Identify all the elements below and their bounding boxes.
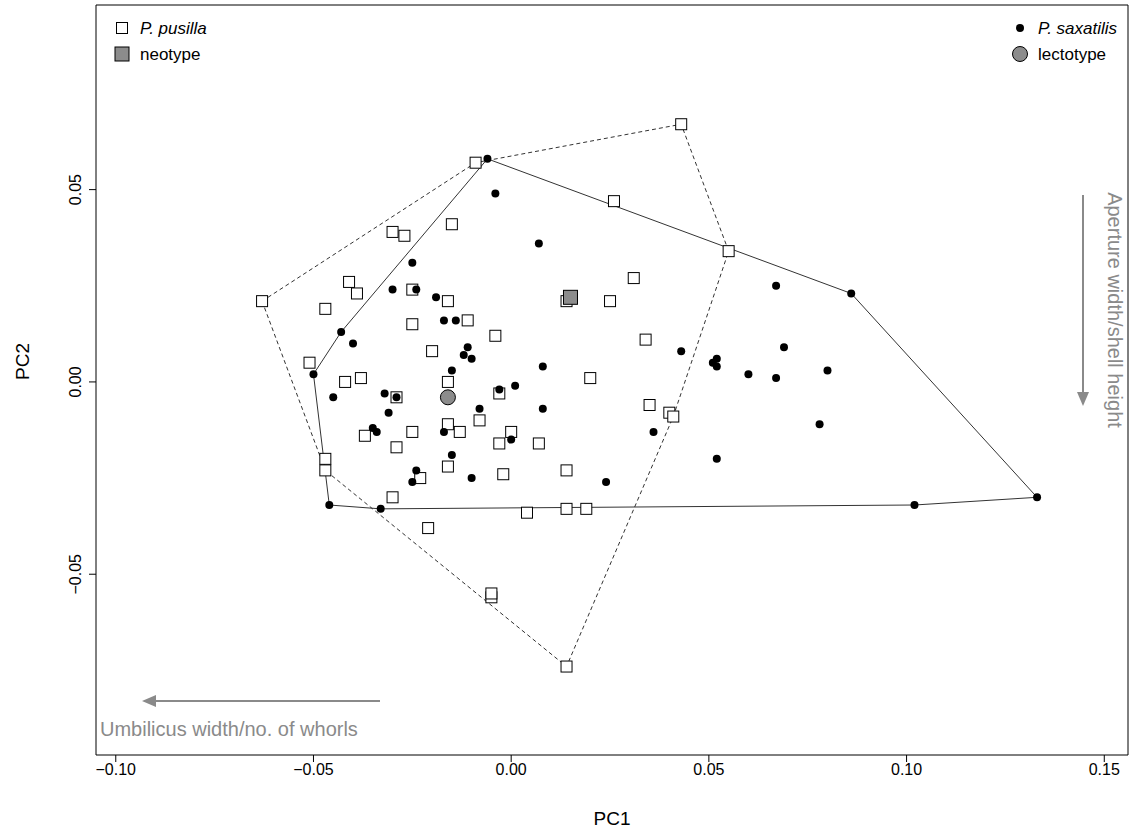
svg-text:PC1: PC1 xyxy=(594,808,631,829)
svg-text:lectotype: lectotype xyxy=(1038,45,1106,64)
svg-text:0.10: 0.10 xyxy=(891,761,922,778)
svg-text:−0.05: −0.05 xyxy=(67,554,84,595)
svg-text:Umbilicus width/no. of whorls: Umbilicus width/no. of whorls xyxy=(100,718,358,740)
svg-text:0.15: 0.15 xyxy=(1089,761,1120,778)
svg-text:Aperture width/shell height: Aperture width/shell height xyxy=(1104,192,1126,428)
svg-text:−0.05: −0.05 xyxy=(293,761,334,778)
svg-text:0.00: 0.00 xyxy=(496,761,527,778)
svg-text:0.05: 0.05 xyxy=(67,174,84,205)
svg-text:−0.10: −0.10 xyxy=(96,761,137,778)
svg-text:P. saxatilis: P. saxatilis xyxy=(1038,19,1118,38)
svg-text:neotype: neotype xyxy=(140,45,201,64)
svg-text:0.00: 0.00 xyxy=(67,366,84,397)
svg-text:P. pusilla: P. pusilla xyxy=(140,19,207,38)
svg-text:0.05: 0.05 xyxy=(693,761,724,778)
svg-text:PC2: PC2 xyxy=(12,343,33,380)
